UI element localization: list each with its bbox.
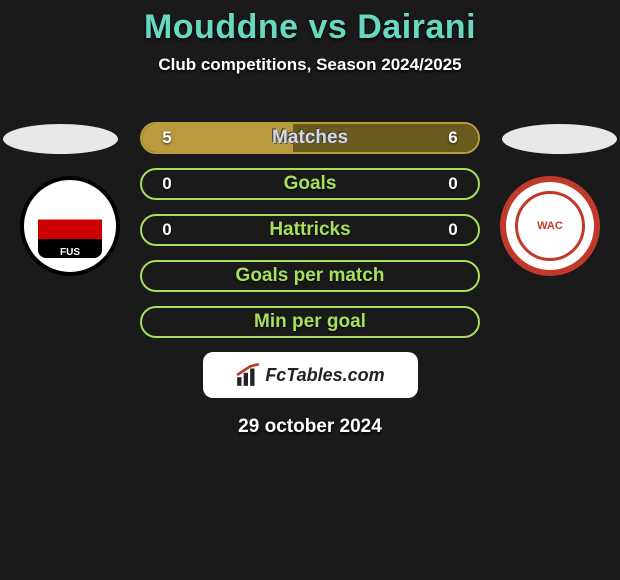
stat-value-right: 0 bbox=[428, 220, 478, 240]
stat-row-goals-per-match: Goals per match bbox=[140, 260, 480, 292]
stat-row-min-per-goal: Min per goal bbox=[140, 306, 480, 338]
source-logo-text: FcTables.com bbox=[265, 365, 384, 386]
stat-label: Goals per match bbox=[142, 265, 478, 287]
stat-row-goals: 0 Goals 0 bbox=[140, 168, 480, 200]
generation-date: 29 october 2024 bbox=[140, 416, 480, 438]
stat-label: Min per goal bbox=[142, 311, 478, 333]
stat-row-matches: 5 Matches 6 bbox=[140, 122, 480, 154]
chart-bars-icon bbox=[235, 362, 261, 388]
club-badge-left-label: FUS bbox=[38, 194, 102, 258]
player-avatar-left bbox=[3, 124, 118, 154]
player-avatar-right bbox=[502, 124, 617, 154]
page-subtitle: Club competitions, Season 2024/2025 bbox=[0, 55, 620, 75]
club-badge-right: WAC bbox=[500, 176, 600, 276]
club-badge-right-label: WAC bbox=[515, 191, 585, 261]
stat-value-right: 0 bbox=[428, 174, 478, 194]
stat-row-hattricks: 0 Hattricks 0 bbox=[140, 214, 480, 246]
stat-value-right: 6 bbox=[428, 128, 478, 148]
source-logo: FcTables.com bbox=[203, 352, 418, 398]
page-title: Mouddne vs Dairani bbox=[0, 8, 620, 47]
stats-column: 5 Matches 6 0 Goals 0 0 Hattricks 0 Goal… bbox=[140, 122, 480, 438]
club-badge-left: FUS bbox=[20, 176, 120, 276]
comparison-card: Mouddne vs Dairani Club competitions, Se… bbox=[0, 0, 620, 440]
